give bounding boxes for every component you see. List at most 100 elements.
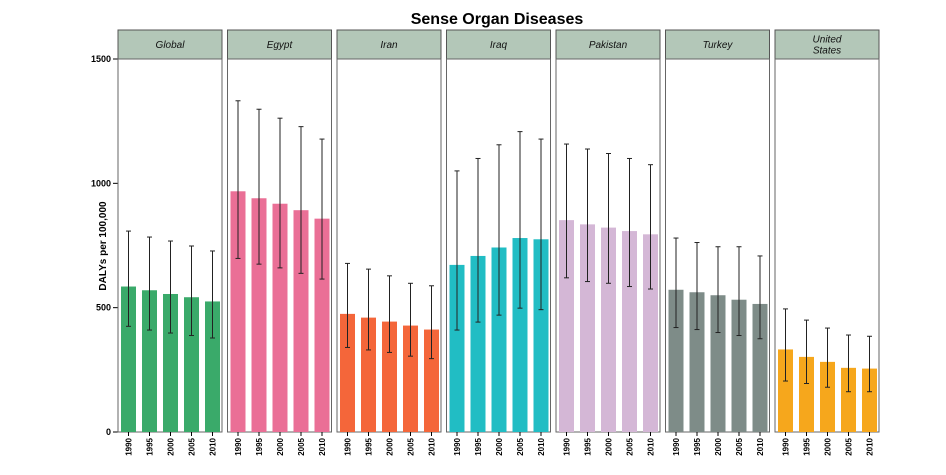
bar [559,220,574,432]
bar [778,349,793,432]
bar [512,238,528,432]
bar [643,234,658,432]
x-tick-label: 1995 [803,437,812,455]
x-tick-label: 1990 [344,437,353,455]
x-tick-label: 2000 [714,437,723,455]
y-tick-label: 0 [106,427,111,437]
x-tick-label: 2005 [407,437,416,455]
bar [862,368,877,432]
facet-label: United [813,35,842,46]
x-tick-label: 1995 [365,437,374,455]
facet-panel-global: Global 1990 1995 2000 2005 2010 [117,29,223,456]
bar [841,367,856,432]
y-axis-label: DALYs per 100,000 [98,201,109,291]
x-tick-label: 2010 [647,437,656,455]
facet-strip [227,29,332,60]
bar [251,198,267,432]
x-tick-label: 2000 [167,437,176,455]
bar [580,224,595,432]
bar [731,299,747,432]
x-tick-label: 1990 [672,437,681,455]
x-tick-label: 2010 [866,437,875,455]
y-tick-label: 1000 [91,178,111,188]
facet-label: States [813,46,841,57]
bar [752,303,768,432]
facet-label: Turkey [703,40,734,51]
x-tick-label: 2005 [297,437,306,455]
x-tick-label: 2005 [626,437,635,455]
facet-panel-turkey: Turkey 1990 1995 2000 2005 2010 [665,29,770,456]
x-tick-label: 2000 [495,437,504,455]
x-tick-label: 2000 [276,437,285,455]
x-tick-label: 2010 [428,437,437,455]
facet-label: Iraq [490,40,508,51]
x-tick-label: 1995 [146,437,155,455]
x-tick-label: 1990 [453,437,462,455]
bar [361,317,376,432]
x-tick-label: 2010 [318,437,327,455]
x-tick-label: 1990 [125,437,134,455]
bar [184,297,199,432]
facet-label: Egypt [267,40,294,51]
bar [272,203,288,432]
bar [340,313,355,432]
bar [230,191,246,432]
facet-strip [665,29,770,60]
x-tick-label: 2010 [756,437,765,455]
y-tick-label: 500 [96,303,111,313]
bar [293,210,309,432]
x-tick-label: 1995 [474,437,483,455]
bar [668,289,684,432]
facet-strip [117,29,223,60]
facet-label: Global [156,40,186,51]
x-tick-label: 1990 [563,437,572,455]
facet-label: Pakistan [589,40,628,51]
bar [314,218,330,432]
x-tick-label: 1990 [782,437,791,455]
x-tick-label: 2005 [845,437,854,455]
facet-panel-pakistan: Pakistan 1990 1995 2000 2005 2010 [555,29,661,456]
bar [424,329,439,432]
facet-strip [555,29,661,60]
x-tick-label: 2010 [209,437,218,455]
bar [121,286,136,432]
bar [689,292,705,432]
facet-panel-iran: Iran 1990 1995 2000 2005 2010 [336,29,442,456]
x-tick-label: 1990 [234,437,243,455]
bar [799,356,814,432]
x-tick-label: 1995 [693,437,702,455]
x-tick-label: 2000 [386,437,395,455]
bar [382,321,397,432]
x-tick-label: 2010 [537,437,546,455]
facet-label: Iran [380,40,398,51]
chart-title: Sense Organ Diseases [411,11,584,28]
x-tick-label: 2005 [735,437,744,455]
x-tick-label: 1995 [255,437,264,455]
facet-strip [336,29,442,60]
bar [710,295,726,432]
bar [142,290,157,432]
x-tick-label: 2005 [516,437,525,455]
bar [622,231,637,432]
x-tick-label: 2005 [188,437,197,455]
facet-strip [774,29,880,60]
bar [205,301,220,432]
x-tick-label: 2000 [824,437,833,455]
facet-panel-iraq: Iraq 1990 1995 2000 2005 2010 [446,29,551,456]
bar [533,239,549,432]
bar [601,227,616,432]
x-tick-label: 1995 [584,437,593,455]
bar [449,264,465,432]
facet-panel-egypt: Egypt 1990 1995 2000 2005 2010 [227,29,332,456]
bar [470,255,486,432]
bar [820,361,835,432]
x-tick-label: 2000 [605,437,614,455]
bar [403,325,418,432]
bar [491,247,507,432]
bar [163,293,178,432]
facet-strip [446,29,551,60]
y-tick-label: 1500 [91,54,111,64]
